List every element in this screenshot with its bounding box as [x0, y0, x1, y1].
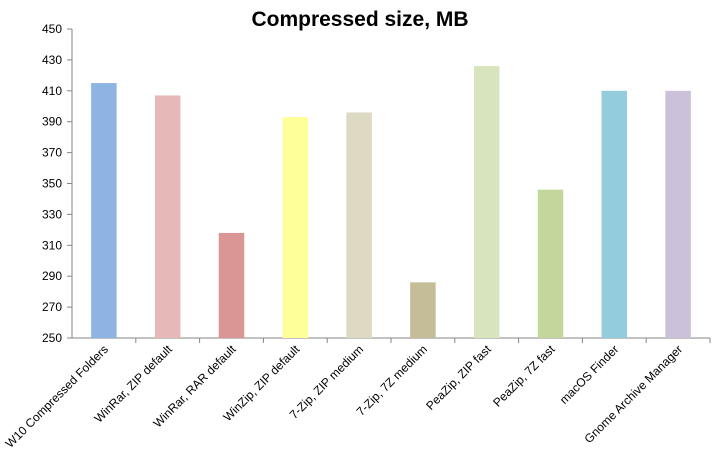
bar-1: [91, 83, 117, 338]
x-category-label: PeaZip, 7Z fast: [490, 342, 558, 410]
bar-8: [537, 189, 564, 338]
bar-9: [601, 90, 628, 338]
y-tick-label: 250: [42, 331, 62, 345]
y-tick-label: 350: [42, 177, 62, 191]
bar-7: [473, 66, 500, 338]
y-tick-label: 390: [42, 115, 62, 129]
x-category-label: 7-Zip, 7Z medium: [354, 342, 430, 418]
y-tick-label: 430: [42, 53, 62, 67]
y-tick-label: 290: [42, 269, 62, 283]
chart-title: Compressed size, MB: [251, 8, 469, 31]
x-category-label: macOS Finder: [557, 342, 622, 407]
x-category-label: PeaZip, ZIP fast: [423, 342, 494, 413]
bar-5: [346, 112, 372, 339]
y-tick-label: 410: [42, 84, 62, 98]
bar-10: [665, 90, 691, 338]
bar-3: [218, 232, 245, 338]
y-tick-label: 370: [42, 146, 62, 160]
bar-6: [410, 282, 436, 338]
x-category-label: W10 Compressed Folders: [3, 342, 111, 450]
y-tick-label: 310: [42, 238, 62, 252]
bar-4: [282, 117, 309, 338]
bar-2: [154, 95, 181, 338]
y-tick-label: 270: [42, 300, 62, 314]
y-tick-label: 330: [42, 207, 62, 221]
y-tick-label: 450: [42, 22, 62, 36]
